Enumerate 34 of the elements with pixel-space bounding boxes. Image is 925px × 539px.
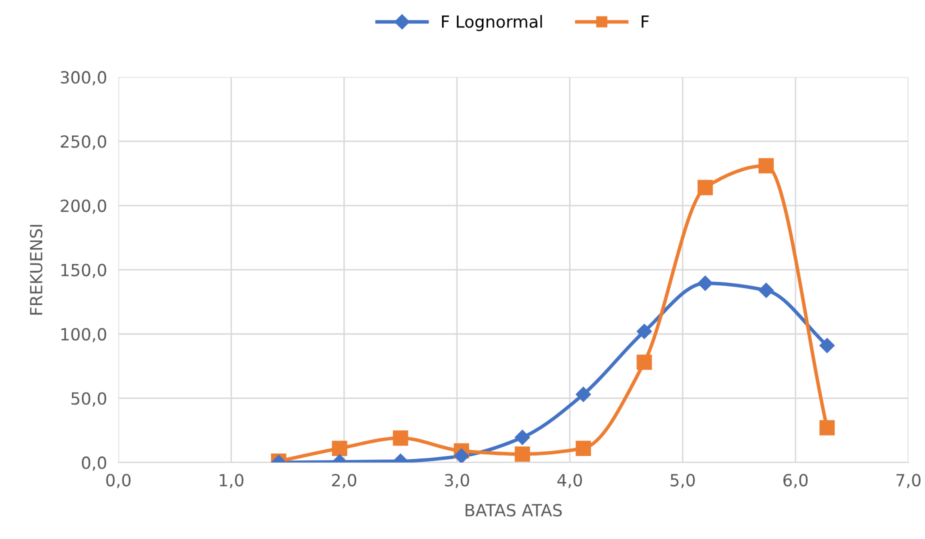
point <box>514 430 530 445</box>
y-tick-label: 150,0 <box>61 264 106 278</box>
x-tick-label: 6,0 <box>783 474 808 488</box>
x-tick-label: 4,0 <box>557 474 582 488</box>
x-tick-label: 7,0 <box>896 474 920 488</box>
point <box>820 338 835 354</box>
point <box>392 430 408 446</box>
point <box>758 158 774 174</box>
x-tick-label: 3,0 <box>444 474 470 488</box>
point <box>332 440 348 456</box>
y-tick-label: 100,0 <box>61 328 106 342</box>
x-tick-label: 0,0 <box>106 474 131 488</box>
point <box>514 446 530 462</box>
x-tick-label: 1,0 <box>220 474 244 488</box>
y-tick-label: 50,0 <box>71 392 106 406</box>
x-axis-title: BATAS ATAS <box>466 504 562 516</box>
y-tick-label: 0,0 <box>82 456 106 471</box>
point <box>576 440 591 456</box>
point <box>758 282 774 298</box>
y-tick-label: 300,0 <box>60 71 106 86</box>
point <box>819 420 835 436</box>
point <box>636 324 652 339</box>
legend-label: F <box>642 16 649 28</box>
point <box>698 180 713 196</box>
point <box>576 386 591 402</box>
y-tick-label: 250,0 <box>60 135 106 150</box>
x-tick-label: 5,0 <box>670 474 695 488</box>
x-tick-label: 2,0 <box>332 474 356 488</box>
point <box>636 354 652 370</box>
y-axis-title: FREKUENSI <box>30 224 42 315</box>
point <box>698 276 713 291</box>
point <box>454 448 470 462</box>
y-tick-label: 200,0 <box>60 200 106 214</box>
legend-label: F Lognormal <box>442 15 542 32</box>
